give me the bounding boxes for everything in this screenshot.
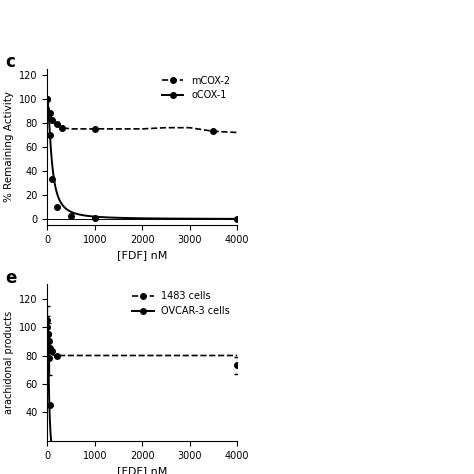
X-axis label: [FDF] nM: [FDF] nM [117, 250, 167, 260]
Text: e: e [6, 269, 17, 287]
Y-axis label: % Remaining Activity: % Remaining Activity [4, 91, 14, 202]
X-axis label: [FDF] nM: [FDF] nM [117, 466, 167, 474]
Legend: 1483 cells, OVCAR-3 cells: 1483 cells, OVCAR-3 cells [130, 289, 232, 318]
Y-axis label: % Control COX
arachidonal products: % Control COX arachidonal products [0, 311, 14, 414]
Legend: mCOX-2, oCOX-1: mCOX-2, oCOX-1 [160, 73, 232, 102]
Text: c: c [6, 53, 16, 71]
